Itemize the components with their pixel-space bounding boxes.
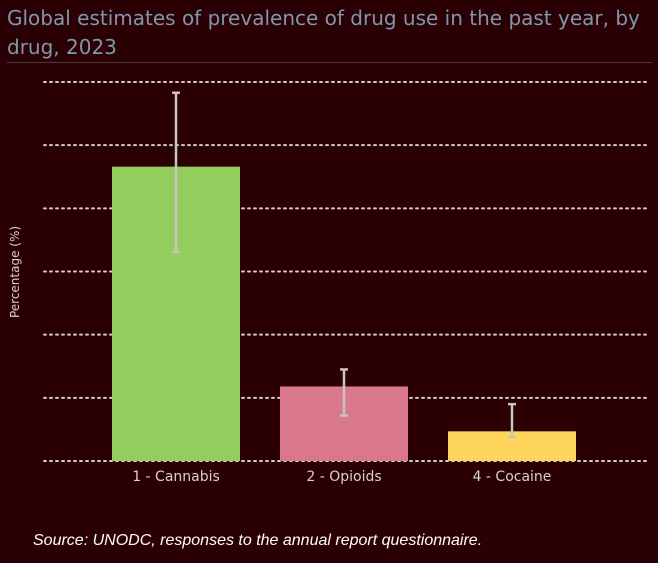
- x-tick-label-0: 1 - Cannabis: [132, 469, 220, 485]
- x-tick-label-2: 4 - Cocaine: [473, 469, 552, 485]
- source-note: Source: UNODC, responses to the annual r…: [33, 532, 483, 549]
- bars: [112, 166, 576, 462]
- error-bars: [172, 91, 516, 439]
- x-tick-label-1: 2 - Opioids: [306, 469, 381, 485]
- title-divider: [7, 62, 652, 63]
- chart-title: Global estimates of prevalence of drug u…: [7, 6, 640, 59]
- x-tick-labels: 1 - Cannabis 2 - Opioids 4 - Cocaine: [132, 469, 551, 485]
